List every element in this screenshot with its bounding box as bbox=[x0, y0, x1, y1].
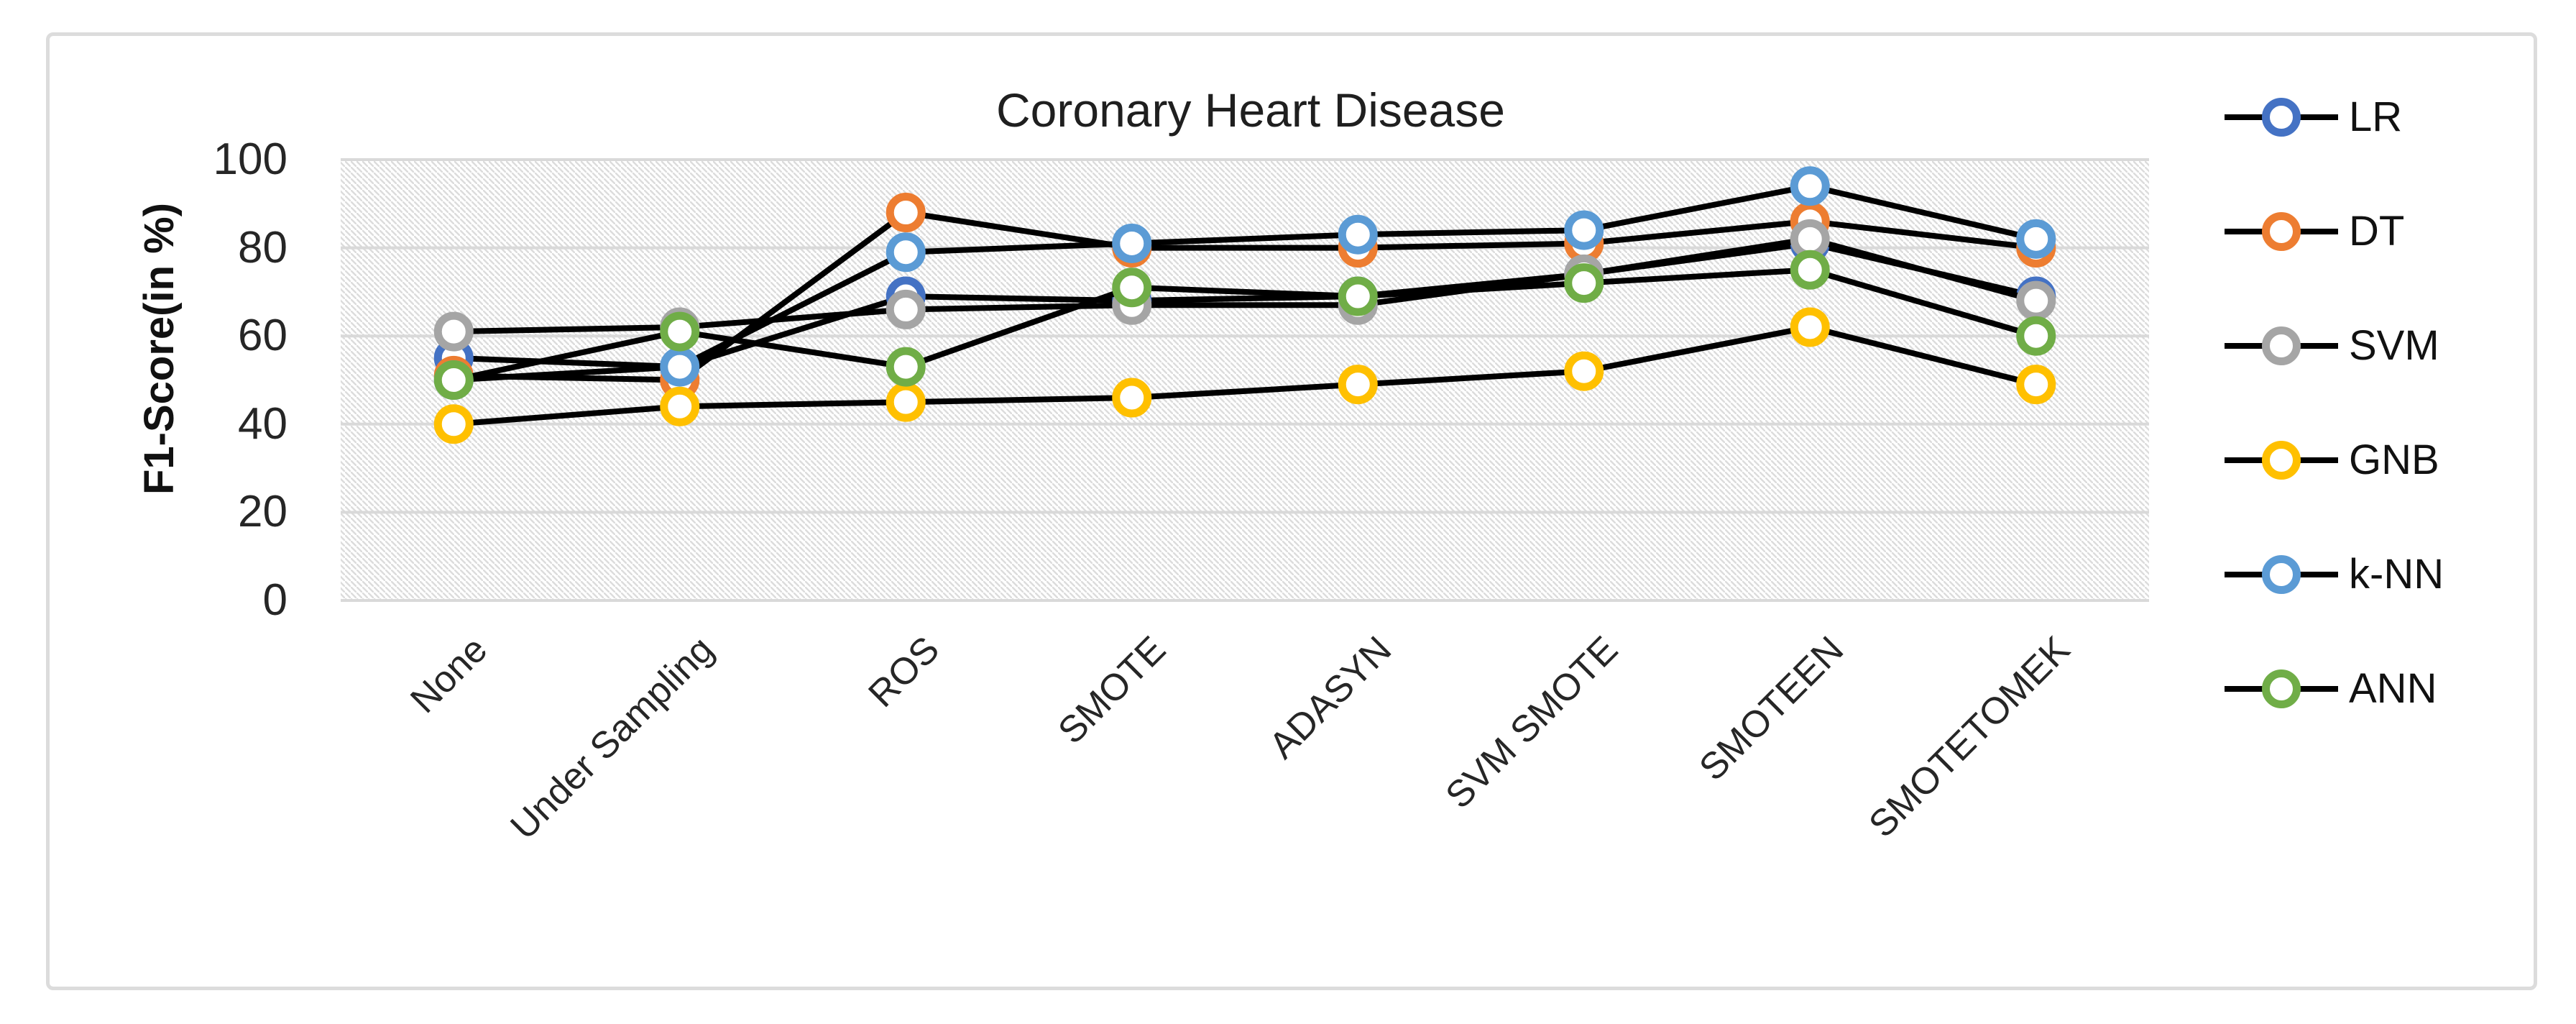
marker-ANN-ADASYN bbox=[1338, 276, 1378, 316]
y-tick-label-60: 60 bbox=[238, 311, 288, 361]
marker-GNB-SMOTEEN bbox=[1790, 307, 1830, 347]
legend-marker-DT bbox=[2262, 212, 2301, 251]
marker-ANN-Under Sampling bbox=[660, 311, 700, 352]
marker-ANN-SMOTEEN bbox=[1790, 250, 1830, 290]
series-line-ANN bbox=[453, 267, 2037, 383]
legend-label-DT: DT bbox=[2349, 208, 2405, 255]
legend-label-k-NN: k-NN bbox=[2349, 551, 2444, 598]
marker-ANN-SMOTETOMEK bbox=[2016, 316, 2056, 356]
legend-label-LR: LR bbox=[2349, 93, 2403, 140]
marker-GNB-SMOTETOMEK bbox=[2016, 365, 2056, 405]
y-tick-label-100: 100 bbox=[213, 134, 288, 184]
marker-k-NN-SMOTETOMEK bbox=[2016, 219, 2056, 259]
marker-k-NN-SMOTE bbox=[1112, 223, 1152, 263]
marker-GNB-SMOTE bbox=[1112, 378, 1152, 418]
marker-k-NN-SMOTEEN bbox=[1790, 166, 1830, 206]
y-tick-label-40: 40 bbox=[238, 398, 288, 449]
marker-ANN-None bbox=[433, 360, 474, 400]
marker-ANN-SMOTE bbox=[1112, 268, 1152, 308]
legend-marker-SVM bbox=[2262, 326, 2301, 365]
legend-marker-GNB bbox=[2262, 441, 2301, 480]
marker-GNB-ADASYN bbox=[1338, 365, 1378, 405]
marker-GNB-Under Sampling bbox=[660, 386, 700, 426]
legend-marker-k-NN bbox=[2262, 555, 2301, 594]
marker-ANN-SVM SMOTE bbox=[1564, 263, 1604, 303]
marker-SVM-None bbox=[433, 311, 474, 352]
y-tick-label-0: 0 bbox=[262, 575, 288, 625]
legend-label-GNB: GNB bbox=[2349, 436, 2439, 483]
marker-SVM-ROS bbox=[886, 289, 926, 329]
marker-GNB-ROS bbox=[886, 382, 926, 422]
series-line-GNB bbox=[453, 324, 2037, 427]
marker-SVM-SMOTEEN bbox=[1790, 219, 1830, 259]
legend-label-ANN: ANN bbox=[2349, 665, 2437, 712]
y-tick-label-80: 80 bbox=[238, 222, 288, 273]
marker-k-NN-SVM SMOTE bbox=[1564, 210, 1604, 250]
legend-marker-LR bbox=[2262, 98, 2301, 137]
series-line-SVM bbox=[454, 236, 2037, 335]
marker-k-NN-ADASYN bbox=[1338, 214, 1378, 255]
series-line-k-NN bbox=[454, 183, 2037, 383]
legend-label-SVM: SVM bbox=[2349, 322, 2439, 369]
series-line-DT bbox=[454, 209, 2037, 383]
marker-k-NN-Under Sampling bbox=[660, 347, 700, 387]
marker-k-NN-ROS bbox=[886, 232, 926, 273]
marker-GNB-SVM SMOTE bbox=[1564, 351, 1604, 391]
marker-ANN-ROS bbox=[886, 347, 926, 387]
marker-GNB-None bbox=[433, 404, 474, 444]
y-tick-label-20: 20 bbox=[238, 487, 288, 537]
chart-title: Coronary Heart Disease bbox=[996, 83, 1505, 137]
marker-SVM-SMOTETOMEK bbox=[2016, 280, 2056, 321]
legend-marker-ANN bbox=[2262, 669, 2301, 708]
marker-DT-ROS bbox=[886, 193, 926, 233]
